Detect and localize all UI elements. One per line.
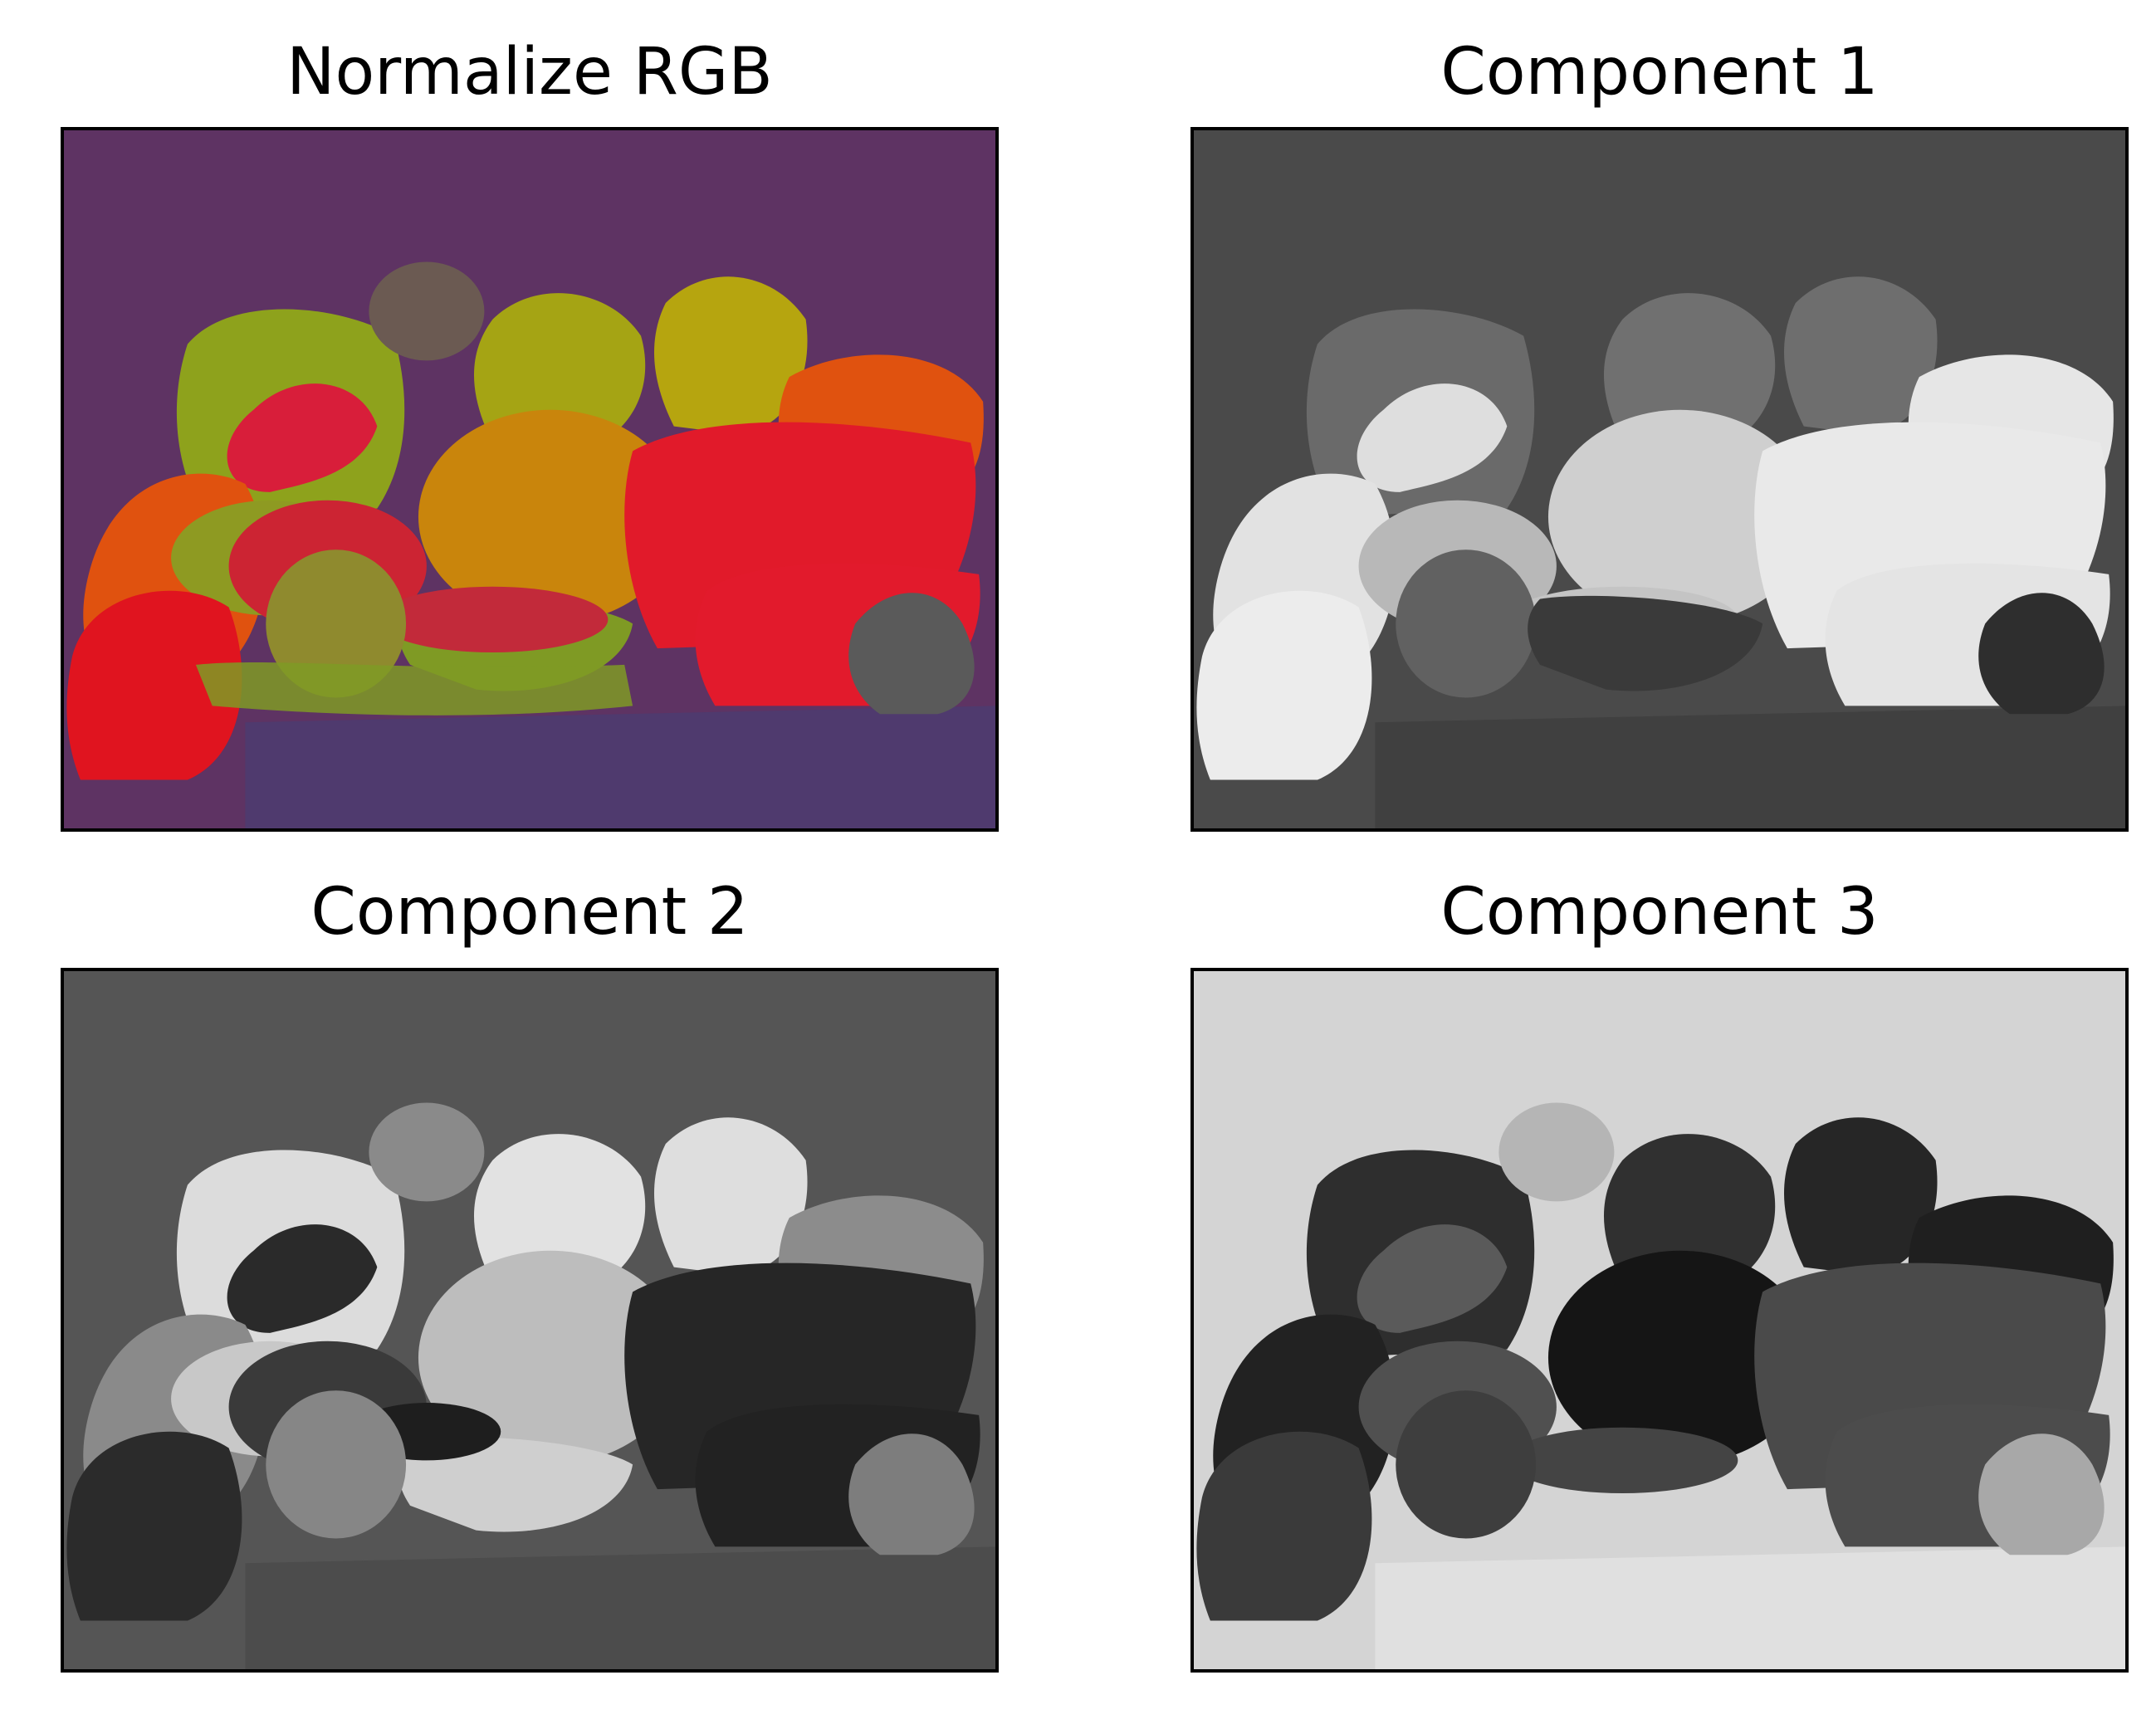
panel-title-component-2: Component 2	[310, 875, 749, 950]
panel-title-normalize-rgb: Normalize RGB	[286, 35, 773, 110]
component-1-image	[1194, 130, 2125, 828]
image-component-2	[61, 968, 999, 1673]
image-component-3	[1190, 968, 2129, 1673]
panel-title-component-1: Component 1	[1440, 35, 1879, 110]
image-component-1	[1190, 127, 2129, 832]
component-2-image	[64, 971, 995, 1669]
component-3-image	[1194, 971, 2125, 1669]
image-normalize-rgb	[61, 127, 999, 832]
panel-title-component-3: Component 3	[1440, 875, 1879, 950]
normalized-rgb-image	[64, 130, 995, 828]
